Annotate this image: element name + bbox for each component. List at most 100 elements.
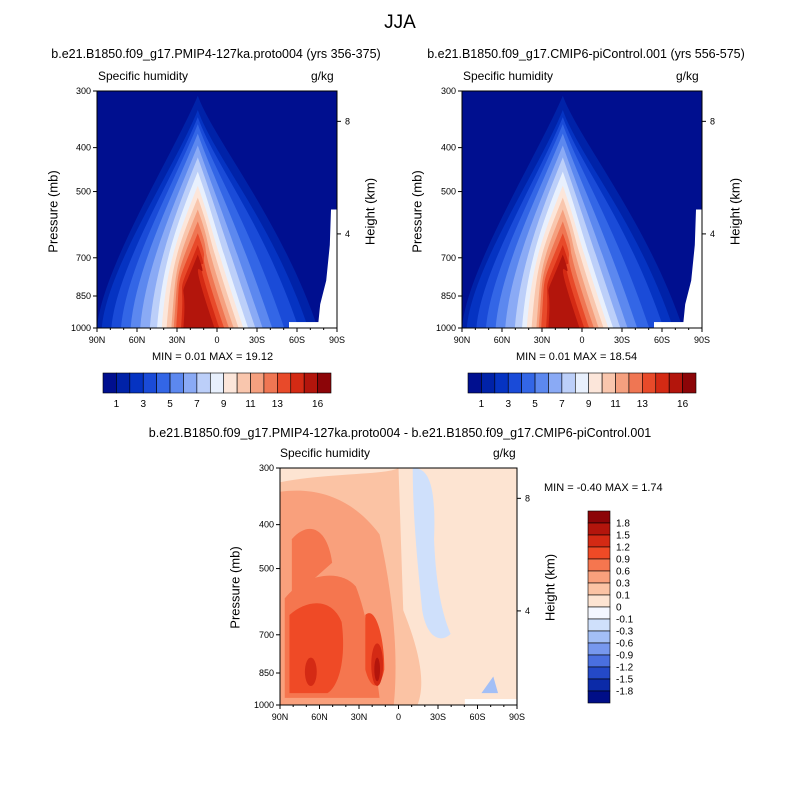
colorbar-difference-swatch <box>587 558 611 572</box>
panel-diff-xtick-label: 60S <box>469 712 485 722</box>
colorbar-difference-label: 0.9 <box>616 555 630 566</box>
colorbar-difference-label: -0.1 <box>616 615 634 626</box>
panel-left-xtick-label: 30S <box>249 335 265 345</box>
panel-left-contour-band-10 <box>171 209 234 328</box>
panel-diff-ytick-label: 850 <box>259 668 274 678</box>
panel-diff-xtick-label: 0 <box>396 712 401 722</box>
panel-left-background-field <box>97 91 337 328</box>
panel-left-ytick-label: 500 <box>76 187 91 197</box>
colorbar-left-swatch <box>223 372 238 394</box>
colorbar-left-swatch <box>236 372 251 394</box>
panel-left-contour-band-4 <box>130 133 273 328</box>
colorbar-right-swatch <box>668 372 683 394</box>
panel-diff-ytick-label: 1000 <box>254 700 274 710</box>
colorbar-difference-label: 0.1 <box>616 591 630 602</box>
colorbar-difference-swatch <box>587 534 611 548</box>
panel-diff-xtick-label: 90N <box>272 712 289 722</box>
colorbar-left-swatch <box>102 372 117 394</box>
colorbar-left-label: 16 <box>312 399 324 410</box>
panel-right-ytick-label: 700 <box>441 253 456 263</box>
colorbar-right-swatch <box>521 372 536 394</box>
colorbar-right: 1 3 5 7 9 11 13 16 <box>467 372 697 410</box>
panel-left-variable-label: Specific humidity <box>98 69 189 83</box>
panel-diff-xtick-label: 90S <box>509 712 525 722</box>
colorbar-left: 1 3 5 7 9 11 13 16 <box>102 372 332 410</box>
colorbar-left-swatch <box>183 372 198 394</box>
panel-diff-band-0p1 <box>280 468 422 705</box>
panel-right-y2label: Height (km) <box>727 177 743 246</box>
panel-diff-ytick-label: 700 <box>259 630 274 640</box>
colorbar-left-swatch <box>156 372 171 394</box>
colorbar-difference-label: -0.6 <box>616 639 634 650</box>
colorbar-right-swatch <box>534 372 549 394</box>
panel-right-plot: 90N 60N 30N 0 30S 60S 90S 300 400 500 700 850 1000 8 4 <box>436 86 715 345</box>
panel-right-contour-band-9 <box>531 197 604 328</box>
panel-right-contour-band-1 <box>466 109 674 329</box>
colorbar-difference-label: 0.3 <box>616 579 630 590</box>
panel-left-y2tick-label: 4 <box>345 229 350 239</box>
panel-left-xtick-label: 60S <box>289 335 305 345</box>
panel-diff-band-0p9 <box>289 603 344 694</box>
panel-diff-band-1p2-a <box>304 657 317 687</box>
colorbar-right-swatch <box>588 372 603 394</box>
panel-left-y2label: Height (km) <box>362 177 378 246</box>
colorbar-difference-label: 1.5 <box>616 531 630 542</box>
panel-diff-y2label: Height (km) <box>542 553 558 622</box>
panel-left-contour-band-8 <box>161 185 244 328</box>
panel-left-contour-band-3 <box>121 124 285 329</box>
panel-right-ytick-label: 400 <box>441 143 456 153</box>
colorbar-right-swatch <box>601 372 616 394</box>
panel-right-contour-band-12 <box>541 233 590 328</box>
panel-right-missing-right <box>682 209 702 328</box>
panel-right-background-field <box>462 91 702 328</box>
panel-right-contour-band-5 <box>505 145 628 328</box>
colorbar-left-swatch <box>196 372 211 394</box>
panel-right-xtick-label: 0 <box>579 335 584 345</box>
panel-right-contour-band-10 <box>536 209 599 328</box>
panel-diff-band-0p6-upper <box>291 528 333 599</box>
colorbar-right-label: 3 <box>505 399 511 410</box>
panel-diff-frame <box>279 467 518 706</box>
colorbar-left-label: 9 <box>221 399 227 410</box>
panel-right-contour-band-13 <box>546 245 585 328</box>
page-title: JJA <box>384 12 416 33</box>
panel-right-ytick-label: 500 <box>441 187 456 197</box>
panel-diff-band-0p3 <box>280 490 396 705</box>
colorbar-difference-swatch <box>587 510 611 524</box>
panel-diff-stats: MIN = -0.40 MAX = 1.74 <box>544 482 663 494</box>
panel-left-ytick-label: 400 <box>76 143 91 153</box>
panel-diff-xtick-label: 30N <box>351 712 368 722</box>
panel-left-xtick-label: 0 <box>214 335 219 345</box>
panel-diff-ytick-label: 500 <box>259 564 274 574</box>
colorbar-right-swatch <box>494 372 509 394</box>
panel-left-ytick-label: 700 <box>76 253 91 263</box>
panel-left-contour-band-5 <box>140 145 263 328</box>
colorbar-difference-swatch <box>587 570 611 584</box>
colorbar-difference-label: -0.3 <box>616 627 634 638</box>
panel-diff-missing-surface <box>464 699 517 705</box>
panel-right-ytick-label: 300 <box>441 86 456 96</box>
panel-diff-ytick-label: 400 <box>259 520 274 530</box>
colorbar-difference-swatch <box>587 630 611 644</box>
colorbar-right-swatch <box>467 372 482 394</box>
panel-diff-band-neg0p1 <box>412 468 451 639</box>
panel-diff-plot: 90N 60N 30N 0 30S 60S 90S 300 400 500 700 850 1000 8 4 <box>254 463 530 722</box>
panel-diff-ylabel: Pressure (mb) <box>227 546 243 629</box>
panel-right-xtick-label: 60S <box>654 335 670 345</box>
panel-right-missing-surface <box>654 322 702 328</box>
colorbar-difference-swatch <box>587 678 611 692</box>
panel-title-difference: b.e21.B1850.f09_g17.PMIP4-127ka.proto004… <box>148 426 652 440</box>
colorbar-right-swatch <box>615 372 630 394</box>
panel-diff-band-1p2-b <box>371 643 384 687</box>
panel-right-units-label: g/kg <box>676 69 699 83</box>
colorbar-left-label: 3 <box>140 399 146 410</box>
panel-right-y2tick-label: 4 <box>710 229 715 239</box>
colorbar-right-label: 13 <box>637 399 649 410</box>
colorbar-difference-swatch <box>587 654 611 668</box>
panel-left-ylabel: Pressure (mb) <box>45 170 61 253</box>
panel-right-xtick-label: 90S <box>694 335 710 345</box>
colorbar-left-swatch <box>142 372 157 394</box>
panel-title-left: b.e21.B1850.f09_g17.PMIP4-127ka.proto004… <box>51 47 381 61</box>
colorbar-difference: 1.81.51.20.90.60.30.10-0.1-0.3-0.6-0.9-1… <box>587 510 634 704</box>
